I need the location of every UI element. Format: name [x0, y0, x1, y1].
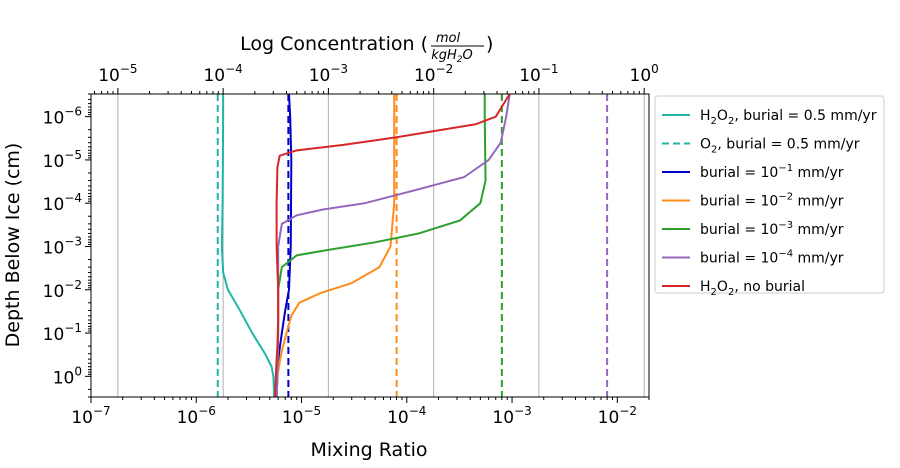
x-tick-label: 10−4: [387, 404, 426, 428]
top-x-axis-title-main: Log Concentration (: [240, 33, 428, 55]
top-x-tick-label: 10−5: [98, 62, 137, 86]
y-tick-label: 10−1: [43, 321, 82, 345]
x-tick-label: 10−6: [177, 404, 216, 428]
series-line-0: [220, 94, 276, 398]
series-line-10: [274, 93, 511, 398]
legend-label: burial = 10−3 mm/yr: [700, 220, 844, 238]
top-x-axis-title-close: ): [486, 33, 493, 55]
top-x-tick-label: 10−4: [203, 62, 242, 86]
legend-label: burial = 10−2 mm/yr: [700, 192, 844, 210]
x-tick-label: 10−7: [71, 404, 110, 428]
axis-ticks: 10−7 10−6 10−5 10−4 10−3 10−2 10−5 10−4 10−3 10−2…: [43, 62, 659, 428]
y-tick-label: 10−4: [43, 191, 82, 215]
top-x-axis-title-denominator: kgH2O: [431, 48, 473, 65]
legend-box: [654, 95, 885, 294]
y-axis-title: Depth Below Ice (cm): [2, 143, 24, 348]
legend: H2O2, burial = 0.5 mm/yr O2, burial = 0.5…: [654, 95, 885, 298]
legend-label: burial = 10−4 mm/yr: [700, 249, 844, 267]
series-line-8: [275, 93, 511, 398]
top-x-tick-label: 10−1: [519, 62, 558, 86]
top-x-tick-label: 100: [630, 62, 659, 86]
y-tick-label: 10−5: [43, 148, 82, 172]
top-x-axis-title-numerator: mol: [436, 31, 461, 46]
legend-label: H2O2, no burial: [700, 279, 805, 298]
top-x-tick-label: 10−3: [309, 62, 348, 86]
top-x-tick-label: 10−2: [414, 62, 453, 86]
y-tick-label: 10−2: [43, 278, 82, 302]
x-axis-title: Mixing Ratio: [310, 439, 427, 461]
x-tick-label: 10−5: [282, 404, 321, 428]
y-tick-label: 10−6: [43, 105, 82, 129]
top-x-axis-title: Log Concentration ( mol kgH2O ): [240, 31, 493, 65]
plot-frame: [90, 93, 650, 398]
legend-label: burial = 10−1 mm/yr: [700, 163, 844, 181]
x-tick-label: 10−3: [492, 404, 531, 428]
series-lines: [216, 93, 609, 398]
x-tick-label: 10−2: [598, 404, 637, 428]
legend-label: H2O2, burial = 0.5 mm/yr: [700, 108, 877, 127]
series-line-4: [275, 94, 396, 398]
legend-label: O2, burial = 0.5 mm/yr: [700, 137, 860, 156]
y-tick-label: 100: [53, 364, 82, 388]
y-tick-label: 10−3: [43, 234, 82, 258]
